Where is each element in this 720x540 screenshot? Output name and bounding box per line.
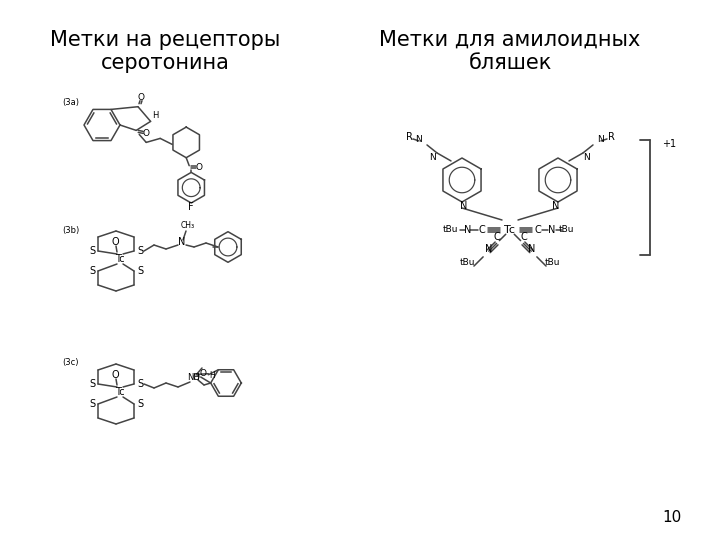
Text: N: N xyxy=(464,225,472,235)
Text: CH₃: CH₃ xyxy=(181,221,195,231)
Text: Tc: Tc xyxy=(115,387,125,397)
Text: S: S xyxy=(137,379,143,389)
Text: tBu: tBu xyxy=(558,226,574,234)
Text: O: O xyxy=(111,370,119,380)
Text: C: C xyxy=(535,225,541,235)
Text: O: O xyxy=(138,93,145,102)
Text: N: N xyxy=(552,201,559,211)
Text: S: S xyxy=(137,399,143,409)
Text: N: N xyxy=(430,153,436,163)
Text: Tc: Tc xyxy=(115,254,125,264)
Text: O: O xyxy=(200,369,207,378)
Text: Метки на рецепторы
серотонина: Метки на рецепторы серотонина xyxy=(50,30,280,73)
Text: H: H xyxy=(153,111,159,120)
Text: (3a): (3a) xyxy=(62,98,79,106)
Text: N: N xyxy=(485,244,492,254)
Text: N: N xyxy=(549,225,556,235)
Text: F: F xyxy=(189,202,194,212)
Text: C: C xyxy=(521,232,527,241)
Text: Tc: Tc xyxy=(505,225,516,235)
Text: S: S xyxy=(137,246,143,256)
Text: R: R xyxy=(608,132,614,142)
Text: O: O xyxy=(111,237,119,247)
Text: Метки для амилоидных
бляшек: Метки для амилоидных бляшек xyxy=(379,30,641,73)
Text: tBu: tBu xyxy=(544,258,560,267)
Text: O: O xyxy=(196,163,203,172)
Text: NH: NH xyxy=(188,373,200,381)
Text: tBu: tBu xyxy=(442,226,458,234)
Text: N: N xyxy=(584,153,590,163)
Text: H: H xyxy=(209,372,215,381)
Text: C: C xyxy=(479,225,485,235)
Text: N: N xyxy=(415,136,423,144)
Text: tBu: tBu xyxy=(460,258,476,267)
Text: 10: 10 xyxy=(662,510,682,525)
Text: S: S xyxy=(137,266,143,276)
Text: S: S xyxy=(89,246,95,256)
Text: O: O xyxy=(192,373,199,381)
Text: N: N xyxy=(460,201,468,211)
Text: C: C xyxy=(493,232,500,241)
Text: S: S xyxy=(89,379,95,389)
Text: (3b): (3b) xyxy=(62,226,79,234)
Text: R: R xyxy=(405,132,413,142)
Text: (3c): (3c) xyxy=(62,357,78,367)
Text: S: S xyxy=(89,399,95,409)
Text: +1: +1 xyxy=(662,139,676,149)
Text: N: N xyxy=(598,136,604,144)
Text: S: S xyxy=(89,266,95,276)
Text: N: N xyxy=(528,244,535,254)
Text: N: N xyxy=(179,237,186,247)
Text: O: O xyxy=(143,129,150,138)
